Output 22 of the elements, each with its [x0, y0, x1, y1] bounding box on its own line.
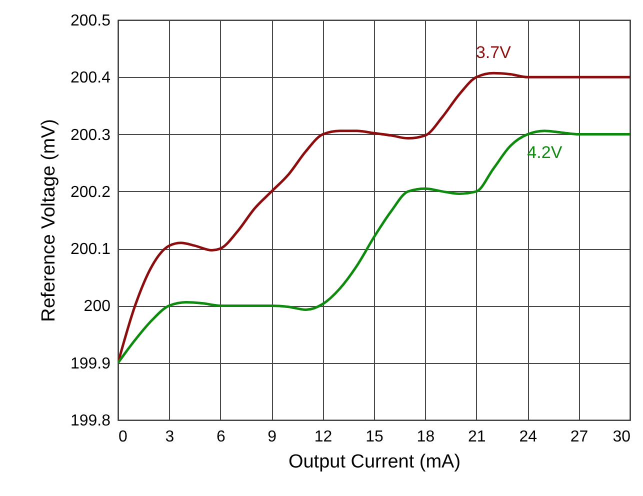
x-axis-title: Output Current (mA): [288, 452, 461, 472]
y-tick-label: 200.1: [70, 241, 111, 258]
x-tick-label: 6: [216, 428, 226, 446]
y-tick-label: 199.8: [70, 412, 111, 430]
y-tick-label: 200.3: [70, 126, 111, 144]
y-tick-label: 200.4: [70, 70, 111, 87]
x-tick-label: 30: [612, 428, 631, 446]
y-tick-label: 200.5: [70, 12, 111, 30]
x-tick-label: 21: [468, 428, 486, 446]
y-tick-label: 199.9: [70, 355, 111, 372]
line-series: [118, 130, 630, 364]
x-tick-label: 27: [570, 428, 588, 446]
y-tick-label: 200.2: [70, 184, 111, 201]
x-tick-label: 0: [118, 428, 128, 446]
x-tick-label: 18: [416, 428, 435, 446]
x-tick-label: 24: [519, 428, 538, 446]
x-tick-label: 3: [165, 428, 174, 446]
x-tick-label: 9: [268, 428, 277, 446]
x-tick-label: 15: [366, 428, 384, 446]
x-tick-label: 12: [314, 428, 332, 446]
y-axis-title: Reference Voltage (mV): [38, 119, 60, 322]
y-tick-label: 200: [84, 298, 111, 316]
